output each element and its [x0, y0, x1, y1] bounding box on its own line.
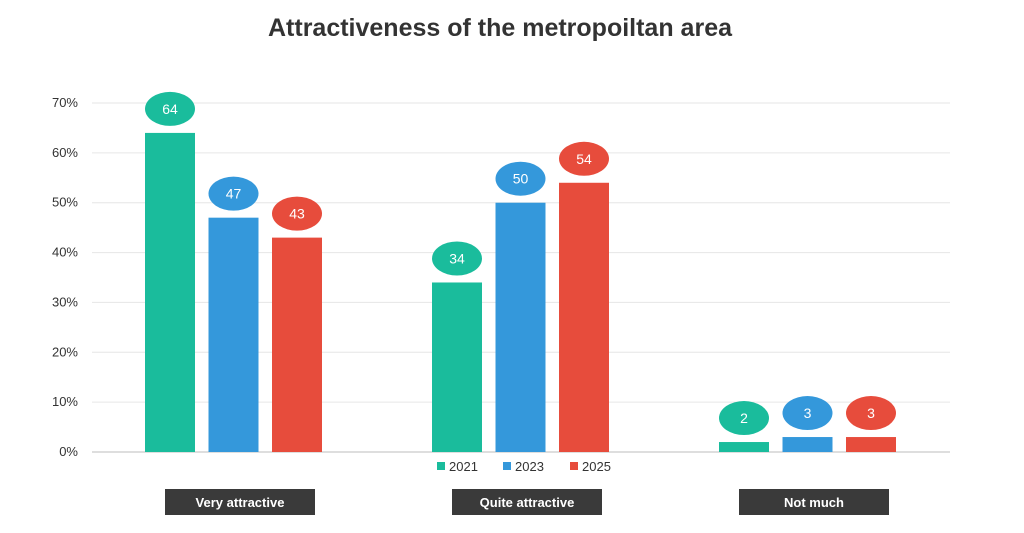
data-label: 3	[867, 405, 875, 421]
data-label-bubble	[782, 396, 833, 431]
y-tick-label: 40%	[52, 245, 78, 260]
data-label-bubble	[846, 396, 896, 431]
legend-item-2025[interactable]: 2025	[570, 459, 611, 474]
data-label-bubble	[495, 161, 546, 196]
data-label: 64	[162, 101, 178, 117]
y-tick-label: 30%	[52, 294, 78, 309]
data-label: 50	[513, 171, 529, 187]
category-label: Quite attractive	[480, 495, 575, 510]
data-label: 54	[576, 151, 592, 167]
data-label-bubble	[719, 401, 769, 436]
data-label: 43	[289, 206, 305, 222]
bar	[719, 442, 769, 452]
bar	[495, 202, 546, 452]
legend-swatch	[570, 462, 578, 470]
y-tick-label: 10%	[52, 394, 78, 409]
category-label-box	[165, 489, 315, 515]
y-tick-label: 60%	[52, 145, 78, 160]
y-tick-label: 50%	[52, 195, 78, 210]
legend: 2021 2023 2025	[437, 459, 611, 474]
legend-label: 2023	[515, 459, 544, 474]
category-label-box	[739, 489, 889, 515]
bar	[432, 282, 482, 452]
legend-label: 2021	[449, 459, 478, 474]
legend-label: 2025	[582, 459, 611, 474]
category-label: Very attractive	[196, 495, 285, 510]
bar	[145, 132, 195, 452]
category-labels: Very attractive Quite attractive Not much	[165, 489, 889, 515]
data-label: 2	[740, 410, 748, 426]
legend-swatch	[503, 462, 511, 470]
data-labels: 64 47 43 34 50 54 2 3 3	[145, 91, 896, 436]
chart-title: Attractiveness of the metropoiltan area	[267, 14, 732, 42]
category-label: Not much	[784, 495, 844, 510]
bar	[782, 437, 833, 452]
y-axis: 0% 10% 20% 30% 40% 50% 60% 70%	[52, 95, 78, 459]
bar	[208, 217, 259, 452]
bars	[145, 132, 896, 452]
data-label-bubble	[432, 241, 482, 276]
legend-item-2023[interactable]: 2023	[503, 459, 544, 474]
category-label-box	[452, 489, 602, 515]
bar	[846, 437, 896, 452]
data-label-bubble	[208, 176, 259, 211]
bar	[559, 182, 609, 452]
data-label-bubble	[559, 141, 609, 176]
y-tick-label: 70%	[52, 95, 78, 110]
legend-item-2021[interactable]: 2021	[437, 459, 478, 474]
y-tick-label: 0%	[59, 444, 78, 459]
data-label: 3	[804, 405, 812, 421]
y-tick-label: 20%	[52, 344, 78, 359]
bar	[272, 237, 322, 452]
data-label-bubble	[272, 196, 322, 231]
legend-swatch	[437, 462, 445, 470]
data-label: 34	[449, 250, 465, 266]
data-label: 47	[226, 186, 242, 202]
data-label-bubble	[145, 91, 195, 126]
